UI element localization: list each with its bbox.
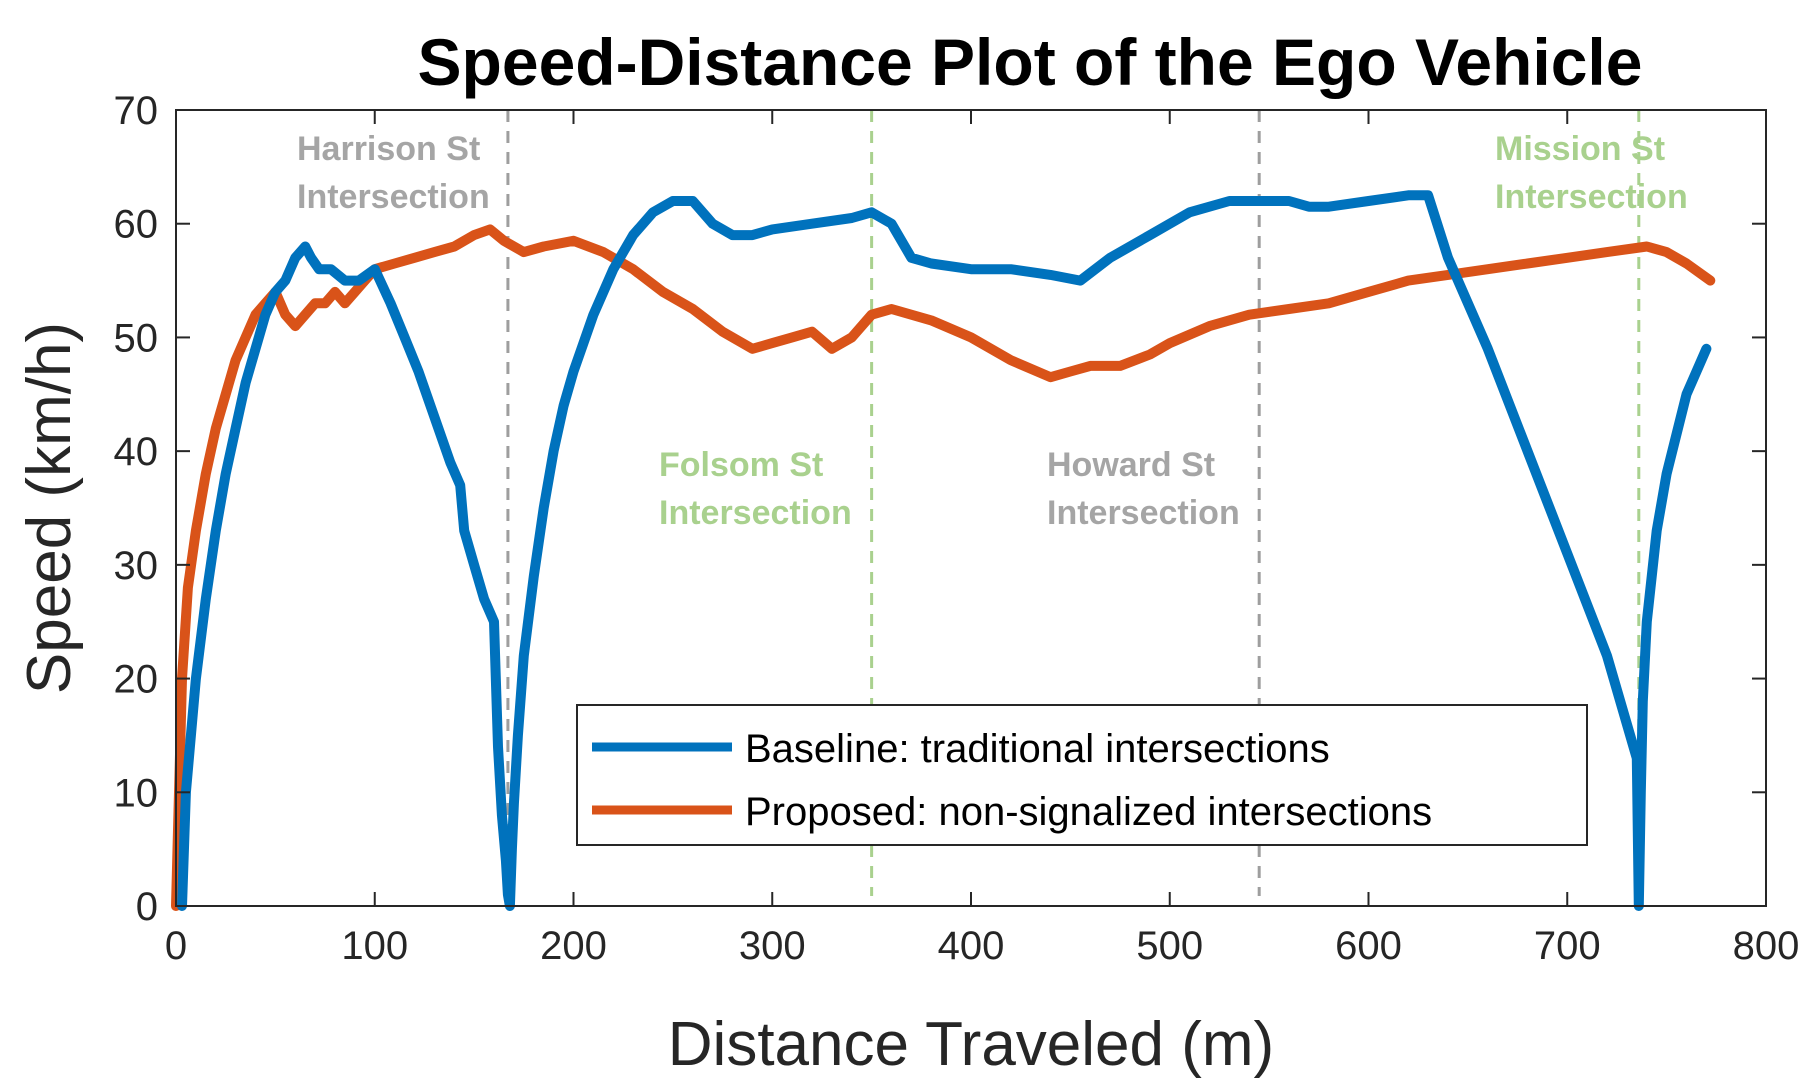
x-tick-label: 400 xyxy=(938,924,1005,968)
intersection-label: Intersection xyxy=(659,494,852,532)
intersection-label: Mission St xyxy=(1495,130,1665,168)
intersection-label: Intersection xyxy=(297,178,490,216)
legend-label-proposed: Proposed: non-signalized intersections xyxy=(745,790,1432,834)
intersection-label: Howard St xyxy=(1047,446,1215,484)
y-axis-ticks: 0 10 20 30 40 50 60 70 xyxy=(114,89,1766,929)
x-tick-label: 300 xyxy=(739,924,806,968)
series-line-baseline xyxy=(177,190,1712,911)
y-tick-label: 40 xyxy=(114,430,159,474)
y-tick-label: 60 xyxy=(114,203,159,247)
y-tick-label: 10 xyxy=(114,771,159,815)
intersection-label: Intersection xyxy=(1495,178,1688,216)
legend: Baseline: traditional intersections Prop… xyxy=(576,704,1588,846)
intersection-labels: Harrison St Intersection Folsom St Intersec… xyxy=(297,130,1688,532)
series-line-proposed xyxy=(171,224,1716,911)
x-tick-label: 600 xyxy=(1335,924,1402,968)
x-axis-ticks: 0 100 200 300 400 500 600 700 800 xyxy=(165,110,1800,968)
x-tick-label: 200 xyxy=(540,924,607,968)
legend-box xyxy=(576,704,1588,846)
intersection-label: Harrison St xyxy=(297,130,480,168)
y-tick-label: 0 xyxy=(136,885,158,929)
y-tick-label: 50 xyxy=(114,316,159,360)
y-tick-label: 20 xyxy=(114,658,159,702)
x-tick-label: 100 xyxy=(341,924,408,968)
chart-title: Speed-Distance Plot of the Ego Vehicle xyxy=(418,25,1643,99)
y-tick-label: 70 xyxy=(114,89,159,133)
legend-label-baseline: Baseline: traditional intersections xyxy=(745,727,1330,771)
x-tick-label: 800 xyxy=(1733,924,1800,968)
x-tick-label: 0 xyxy=(165,924,187,968)
y-tick-label: 30 xyxy=(114,544,159,588)
series-lines xyxy=(171,190,1716,911)
x-axis-label: Distance Traveled (m) xyxy=(668,1010,1274,1079)
y-axis-label: Speed (km/h) xyxy=(15,322,84,694)
intersection-label: Intersection xyxy=(1047,494,1240,532)
x-tick-label: 500 xyxy=(1136,924,1203,968)
x-tick-label: 700 xyxy=(1534,924,1601,968)
intersection-label: Folsom St xyxy=(659,446,823,484)
